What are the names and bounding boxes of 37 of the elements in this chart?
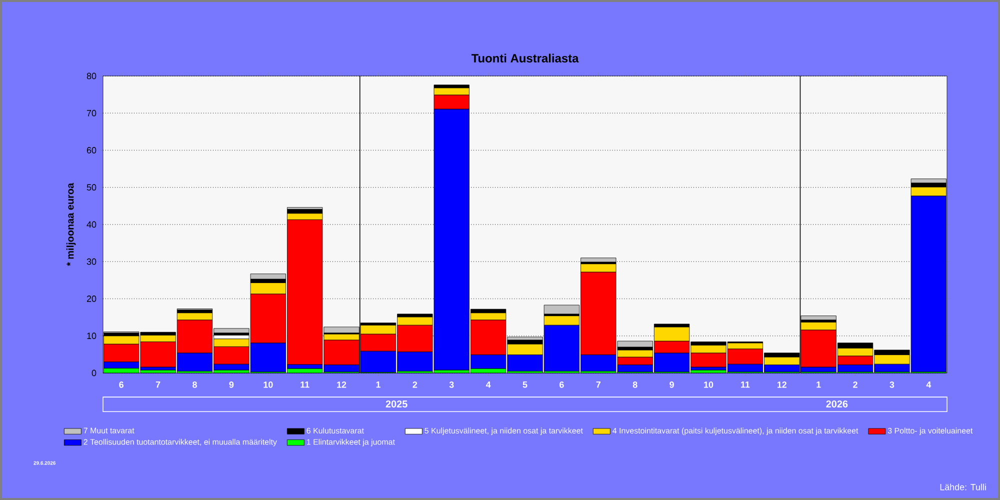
y-tick-label: 20 xyxy=(86,296,96,302)
x-tick-label: 11 xyxy=(741,382,750,388)
x-tick-label: 10 xyxy=(704,382,714,388)
x-tick-label: 7 xyxy=(156,382,160,388)
text: 2025 xyxy=(386,400,408,408)
y-axis-title: * miljoonaa euroa xyxy=(66,182,76,266)
y-tick-label: 60 xyxy=(86,147,96,154)
y-tick-label: 70 xyxy=(86,110,96,116)
y-tick-label: 30 xyxy=(86,258,96,265)
x-tick-label: 8 xyxy=(632,382,638,388)
y-tick-label: 80 xyxy=(86,72,96,80)
y-tick-label: 40 xyxy=(86,221,96,228)
x-tick-label: 6 xyxy=(119,382,124,388)
x-tick-label: 10 xyxy=(264,382,273,388)
y-tick-label: 0 xyxy=(92,370,96,376)
x-tick-label: 6 xyxy=(560,382,564,388)
x-tick-label: 1 xyxy=(816,382,821,388)
x-tick-label: 12 xyxy=(337,382,346,388)
x-tick-label: 2 xyxy=(853,382,858,388)
x-tick-label: 1 xyxy=(376,382,380,388)
x-tick-label: 4 xyxy=(486,382,491,388)
x-tick-label: 9 xyxy=(670,382,674,388)
x-tick-label: 2 xyxy=(412,382,418,388)
x-tick-label: 5 xyxy=(522,382,528,388)
x-tick-label: 3 xyxy=(449,382,454,388)
x-tick-label: 3 xyxy=(890,382,894,388)
x-tick-label: 9 xyxy=(229,382,234,388)
x-tick-label: 12 xyxy=(777,382,787,388)
x-tick-label: 8 xyxy=(192,382,197,388)
text: 2026 xyxy=(826,400,848,408)
x-tick-label: 7 xyxy=(596,382,600,388)
y-tick-label: 10 xyxy=(87,332,96,340)
text: Lähde: Tulli xyxy=(940,484,986,490)
x-tick-label: 4 xyxy=(926,382,932,388)
y-tick-label: 50 xyxy=(86,184,96,191)
x-tick-label: 11 xyxy=(300,382,310,388)
chart-title: Tuonti Australiasta xyxy=(471,54,579,62)
